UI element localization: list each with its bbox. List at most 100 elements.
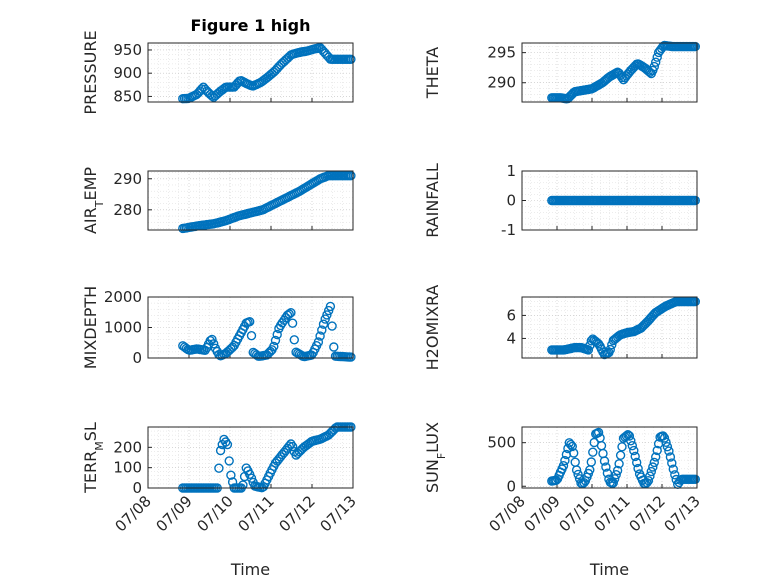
y-axis-label: PRESSURE (81, 30, 100, 114)
data-point (207, 334, 217, 345)
data-point (214, 463, 224, 473)
x-tick-label: 07/12 (276, 492, 319, 535)
data-point (287, 441, 298, 452)
y-tick-label: 1 (506, 162, 516, 180)
data-point (624, 431, 635, 441)
data-point (284, 309, 294, 319)
x-tick-label: 07/12 (626, 492, 669, 535)
x-tick-label: 07/13 (317, 492, 360, 535)
data-point (588, 447, 598, 457)
data-point (598, 448, 608, 459)
data-point (269, 341, 279, 352)
data-point (579, 478, 589, 488)
y-tick-label: 200 (113, 438, 142, 456)
y-tick-label: 6 (506, 306, 516, 324)
data-point (610, 474, 620, 484)
data-point (652, 445, 662, 456)
y-tick-label: 0 (132, 479, 142, 497)
subplot-air_temp: 280 290 AIRTEMP (81, 167, 356, 234)
y-tick-label: 0 (506, 477, 516, 495)
data-point (196, 84, 207, 94)
subplot-rainfall: -1 0 1 RAINFALL (423, 162, 700, 239)
data-point (244, 317, 255, 327)
y-tick-label: 2000 (104, 288, 142, 306)
x-tick-label: 07/08 (112, 492, 155, 535)
y-axis-label: TERRMSL (81, 422, 106, 494)
data-point (246, 331, 257, 341)
axes-frame (147, 170, 354, 231)
data-point (551, 475, 561, 485)
data-point (289, 335, 299, 345)
data-point (602, 468, 613, 478)
x-tick-label: 07/09 (521, 492, 564, 535)
data-point (320, 314, 330, 324)
data-point (346, 170, 356, 181)
axes-frame (521, 426, 698, 489)
y-axis-label: H2OMIXRA (423, 285, 442, 371)
y-tick-label: 280 (113, 201, 142, 219)
data-point (325, 301, 336, 312)
y-axis-label: RAINFALL (423, 163, 442, 238)
y-axis-label: MIXDEPTH (81, 286, 100, 369)
subplot-pressure: 850 900 950 PRESSURE Figure 1 high (81, 16, 356, 115)
data-point (318, 319, 329, 329)
data-point (651, 57, 661, 67)
y-tick-label: 1000 (104, 319, 142, 337)
data-point (690, 474, 700, 484)
data-point (224, 456, 234, 466)
x-axis-label: Time (230, 560, 270, 579)
x-tick-label: 07/10 (194, 492, 237, 535)
axes-frame (521, 296, 698, 359)
data-point (270, 335, 281, 346)
data-point (599, 456, 610, 466)
y-tick-label: 4 (506, 329, 516, 347)
y-axis-label: THETA (423, 47, 442, 99)
data-point (583, 345, 594, 355)
data-point (566, 439, 576, 450)
data-point (627, 441, 637, 451)
x-tick-label: 07/10 (556, 492, 599, 535)
data-point (662, 442, 673, 452)
data-point (615, 450, 626, 460)
axes-frame (521, 170, 698, 231)
data-point (567, 441, 577, 452)
data-point (346, 352, 356, 362)
data-point (667, 458, 677, 468)
x-tick-label: 07/11 (591, 492, 634, 535)
data-point (317, 325, 327, 335)
figure-title: Figure 1 high (191, 16, 311, 35)
data-point (690, 195, 700, 206)
data-point (690, 296, 700, 307)
y-axis-label: SUNFLUX (423, 422, 448, 493)
data-point (612, 465, 623, 476)
data-point (643, 476, 654, 486)
axes-frame (521, 42, 698, 103)
data-point (629, 445, 639, 456)
data-point (645, 471, 655, 481)
data-point (246, 473, 257, 483)
data-point (646, 466, 656, 477)
data-point (329, 342, 339, 352)
data-point (630, 451, 640, 462)
data-point (665, 452, 676, 462)
data-point (605, 344, 615, 355)
x-axis-label: Time (589, 560, 629, 579)
data-point (651, 452, 661, 462)
data-point (222, 439, 233, 450)
data-point (324, 305, 334, 316)
data-point (287, 318, 298, 328)
y-tick-label: 100 (113, 459, 142, 477)
y-tick-label: 290 (487, 74, 516, 92)
data-point (560, 455, 570, 466)
data-point (648, 462, 658, 472)
y-axis-label: AIRTEMP (81, 167, 106, 234)
y-tick-label: 950 (113, 41, 142, 59)
x-tick-label: 07/11 (235, 492, 278, 535)
data-point (664, 446, 674, 456)
data-point (593, 427, 604, 438)
data-point (214, 349, 224, 360)
y-tick-label: 900 (113, 64, 142, 82)
data-point (607, 340, 617, 350)
